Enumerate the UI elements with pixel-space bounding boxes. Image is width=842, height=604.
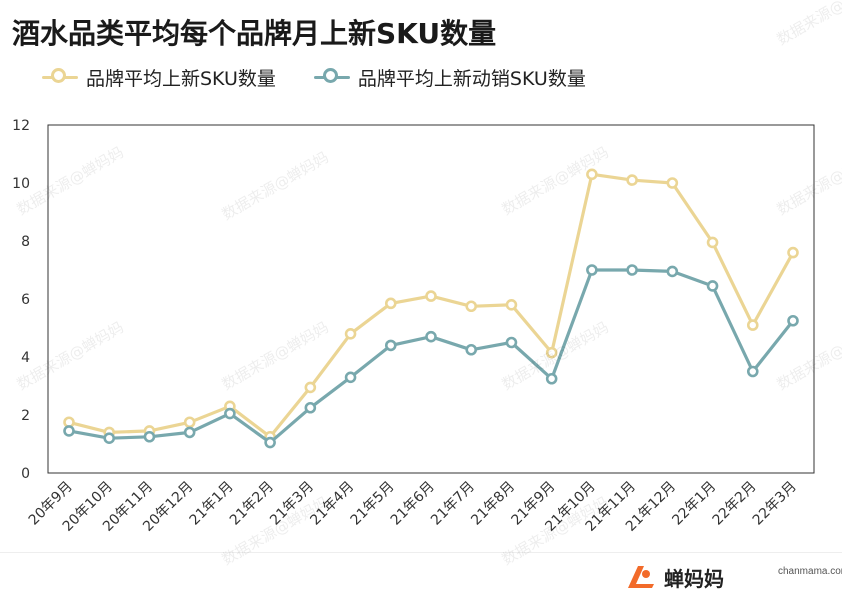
series-2-point	[183, 426, 196, 439]
series-2-point	[586, 264, 598, 276]
series-1-point	[746, 319, 759, 331]
brand-site: chanmama.com	[778, 566, 842, 577]
legend: 品牌平均上新SKU数量 品牌平均上新动销SKU数量	[42, 64, 586, 90]
y-tick-label: 10	[12, 176, 30, 192]
legend-swatch-series2	[313, 68, 350, 84]
series-2-point	[63, 425, 75, 437]
series-2-point	[666, 265, 679, 278]
series-1-point	[425, 290, 437, 302]
series-2-point	[425, 330, 437, 343]
y-tick-label: 6	[21, 292, 30, 308]
series-1-point	[626, 174, 638, 186]
legend-item-series2: 品牌平均上新动销SKU数量	[313, 64, 586, 91]
y-tick-label: 4	[21, 350, 30, 366]
series-1-point	[465, 300, 478, 313]
series-2-point	[787, 314, 799, 327]
x-tick-label: 21年7月	[428, 479, 478, 529]
series-1-point	[505, 298, 518, 311]
series-2-point	[264, 436, 276, 449]
series-2-point	[384, 339, 397, 352]
series-2-point	[304, 401, 317, 414]
brand-name: 蝉妈妈	[664, 566, 724, 591]
x-tick-label: 22年2月	[710, 479, 760, 529]
legend-swatch-series1	[42, 68, 78, 84]
x-tick-label: 22年3月	[750, 479, 800, 529]
legend-item-series1: 品牌平均上新SKU数量	[42, 64, 276, 91]
series-2-point	[143, 430, 156, 443]
x-tick-label: 21年2月	[227, 479, 277, 529]
series-1-point	[344, 327, 357, 340]
chart-title: 酒水品类平均每个品牌月上新SKU数量	[12, 17, 497, 50]
series-2-point	[224, 407, 236, 420]
brand-logo: 蝉妈妈	[624, 562, 724, 592]
x-tick-label: 21年4月	[307, 479, 357, 529]
series-1-point	[666, 177, 679, 189]
x-tick-label: 21年8月	[468, 479, 518, 529]
y-tick-label: 2	[21, 408, 30, 424]
series-2-point	[706, 280, 719, 292]
brand-logo-icon	[628, 566, 654, 588]
series-2-point	[505, 336, 518, 349]
series-1-point	[183, 416, 196, 429]
series-line-1	[68, 172, 795, 439]
x-tick-label: 21年5月	[348, 479, 398, 529]
footer-divider	[0, 552, 842, 553]
series-1-point	[706, 236, 719, 249]
series-1-point	[384, 297, 397, 310]
x-tick-label: 22年1月	[669, 479, 719, 529]
series-1-point	[545, 346, 558, 359]
x-tick-label: 21年1月	[187, 479, 237, 529]
plot-frame	[47, 124, 815, 474]
series-2-point	[545, 372, 558, 385]
series-2-point	[103, 432, 116, 445]
x-tick-label: 21年3月	[267, 479, 317, 529]
series-2-point	[746, 365, 759, 378]
series-1-point	[586, 168, 598, 181]
series-2-point	[344, 371, 357, 384]
series-1-point	[304, 381, 317, 394]
y-tick-label: 12	[12, 118, 30, 134]
series-2-point	[626, 264, 638, 276]
legend-label-series2: 品牌平均上新动销SKU数量	[357, 67, 586, 90]
y-tick-label: 8	[21, 234, 30, 250]
series-2-point	[465, 343, 478, 356]
series-1-point	[787, 246, 799, 259]
x-tick-label: 21年6月	[388, 479, 438, 529]
line-chart: 02468101220年9月20年10月20年11月20年12月21年1月21年…	[12, 118, 815, 535]
y-tick-label: 0	[21, 466, 30, 482]
legend-label-series1: 品牌平均上新SKU数量	[86, 67, 276, 90]
